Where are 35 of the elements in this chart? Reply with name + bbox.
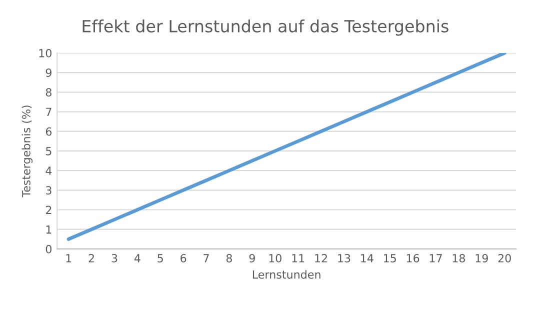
x-tick-label: 20 (498, 254, 511, 262)
x-tick-label: 2 (88, 254, 94, 262)
x-tick-label: 10 (269, 254, 282, 262)
y-axis-title: Testergebnis (%) (22, 106, 33, 198)
x-tick-label: 11 (292, 254, 304, 262)
x-tick-label: 4 (134, 254, 140, 262)
x-tick-label: 17 (430, 254, 442, 262)
x-tick-label: 6 (180, 254, 186, 262)
y-tick-label: 10 (39, 48, 52, 58)
y-tick-label: 5 (46, 147, 52, 156)
y-tick-label: 7 (46, 108, 52, 116)
x-tick-label: 3 (112, 254, 118, 262)
x-tick-label: 19 (476, 254, 488, 262)
x-tick-label: 14 (361, 254, 374, 262)
x-tick-label: 7 (204, 254, 209, 262)
x-tick-label: 13 (338, 254, 350, 262)
chart-title: Effekt der Lernstunden auf das Testergebnis (82, 20, 448, 36)
x-tick-label: 1 (66, 254, 72, 262)
x-tick-label: 5 (158, 254, 163, 262)
y-tick-label: 6 (46, 127, 52, 136)
x-tick-label: 12 (315, 254, 327, 262)
y-tick-label: 1 (46, 225, 52, 234)
x-tick-label: 18 (452, 254, 465, 262)
x-axis-title: Lernstunden (252, 270, 320, 279)
y-tick-label: 2 (46, 206, 52, 214)
x-tick-label: 16 (406, 254, 420, 262)
y-tick-label: 0 (46, 244, 52, 254)
x-tick-label: 9 (249, 254, 255, 262)
y-tick-label: 3 (46, 186, 52, 195)
line-series (66, 52, 506, 241)
y-tick-label: 8 (46, 88, 52, 97)
x-tick-label: 8 (226, 254, 232, 262)
y-tick-label: 4 (46, 166, 52, 175)
y-tick-label: 9 (46, 68, 52, 77)
x-tick-label: 15 (384, 254, 396, 262)
